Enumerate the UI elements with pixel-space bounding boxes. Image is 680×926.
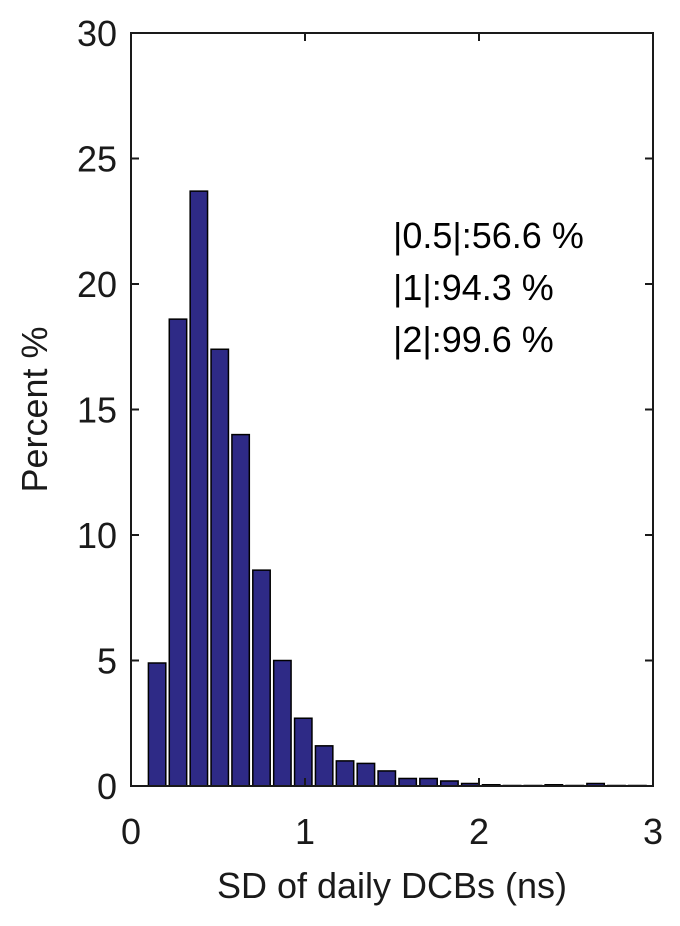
histogram-bar	[398, 777, 418, 787]
y-axis-label: Percent %	[14, 326, 55, 492]
y-tick-label: 25	[77, 139, 117, 180]
plot-frame	[130, 32, 654, 787]
histogram-bar	[419, 777, 438, 787]
histogram-bar	[189, 190, 209, 787]
histogram-bar	[293, 717, 313, 787]
histogram-bar	[272, 659, 292, 787]
annotation-line-1: |0.5|:56.6 %	[393, 215, 584, 256]
x-tick-label: 0	[121, 811, 141, 852]
histogram-bar	[252, 569, 271, 787]
histogram-bar	[168, 318, 188, 787]
x-axis-label: SD of daily DCBs (ns)	[217, 865, 567, 906]
annotation-line-2: |1|:94.3 %	[393, 267, 554, 308]
y-tick-label: 10	[77, 515, 117, 556]
x-tick-label: 1	[295, 811, 315, 852]
histogram-bar	[356, 762, 376, 787]
y-tick-label: 20	[77, 264, 117, 305]
histogram-bar	[335, 760, 355, 787]
histogram-bar	[377, 770, 397, 787]
x-tick-label: 2	[469, 811, 489, 852]
annotation-line-3: |2|:99.6 %	[393, 319, 554, 360]
y-tick-label: 30	[77, 13, 117, 54]
y-tick-label: 15	[77, 390, 117, 431]
histogram-bar	[231, 433, 251, 787]
histogram-bar	[147, 662, 167, 787]
y-axis-ticks: 0 5 10 15 20 25 30	[77, 13, 653, 807]
x-axis-ticks: 0 1 2 3	[121, 33, 663, 852]
histogram-bar	[314, 745, 334, 787]
bars-group	[147, 190, 647, 787]
y-tick-label: 5	[97, 641, 117, 682]
histogram-bar	[210, 348, 230, 787]
x-tick-label: 3	[643, 811, 663, 852]
y-tick-label: 0	[97, 766, 117, 807]
annotation-group: |0.5|:56.6 % |1|:94.3 % |2|:99.6 %	[393, 215, 584, 360]
